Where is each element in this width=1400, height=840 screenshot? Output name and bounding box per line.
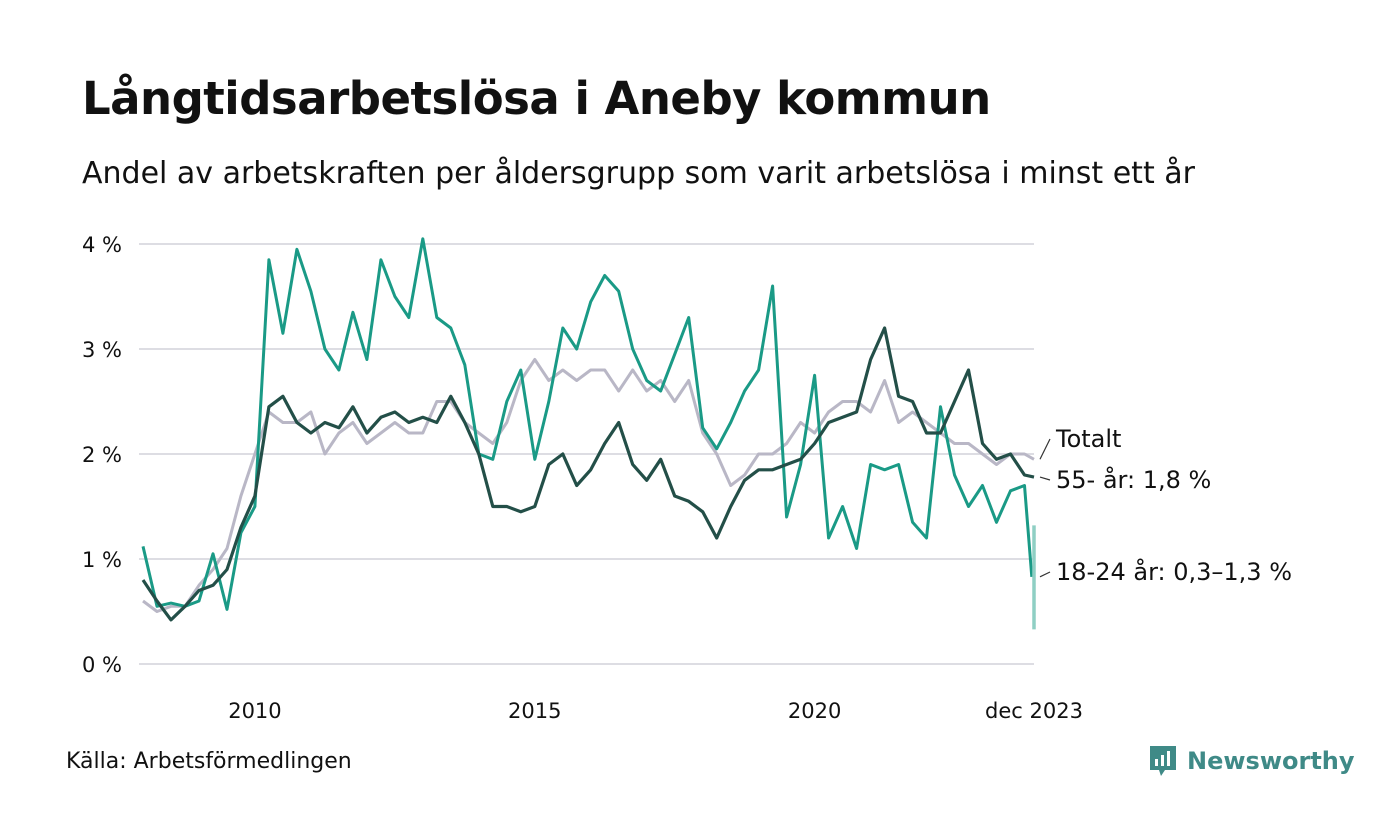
x-tick-label: 2020 [788, 699, 841, 723]
label-leader-line [1039, 476, 1051, 481]
grid-lines [139, 243, 1034, 665]
end-label-55: 55- år: 1,8 % [1056, 465, 1211, 494]
end-label-18-24: 18-24 år: 0,3–1,3 % [1056, 557, 1292, 586]
y-tick-label: 1 % [82, 548, 122, 572]
x-tick-label: 2010 [228, 699, 281, 723]
brand-name: Newsworthy [1187, 747, 1355, 775]
x-axis-tick-labels: 2010 2015 2020 dec 2023 [228, 699, 1083, 723]
y-tick-label: 4 % [82, 233, 122, 257]
page-title: Långtidsarbetslösa i Aneby kommun [82, 72, 991, 125]
y-tick-label: 3 % [82, 338, 122, 362]
series-line-18-24 [141, 237, 1034, 611]
end-label-totalt: Totalt [1055, 425, 1121, 453]
series-line-totalt [142, 358, 1035, 613]
y-axis-tick-labels: 0 % 1 % 2 % 3 % 4 % [82, 233, 122, 677]
page-subtitle: Andel av arbetskraften per åldersgrupp s… [82, 156, 1195, 191]
label-leader-line [1039, 438, 1051, 460]
series-lines [141, 237, 1036, 630]
brand-logo: Newsworthy [1148, 744, 1355, 778]
source-text: Källa: Arbetsförmedlingen [66, 749, 352, 774]
newsworthy-logo-icon [1150, 746, 1176, 776]
x-tick-label: dec 2023 [985, 699, 1083, 723]
label-leader-line [1039, 571, 1051, 578]
y-tick-label: 0 % [82, 653, 122, 677]
end-labels: Totalt 55- år: 1,8 % 18-24 år: 0,3–1,3 % [1039, 425, 1292, 586]
x-tick-label: 2015 [508, 699, 561, 723]
y-tick-label: 2 % [82, 443, 122, 467]
series-line-55 [141, 326, 1035, 622]
